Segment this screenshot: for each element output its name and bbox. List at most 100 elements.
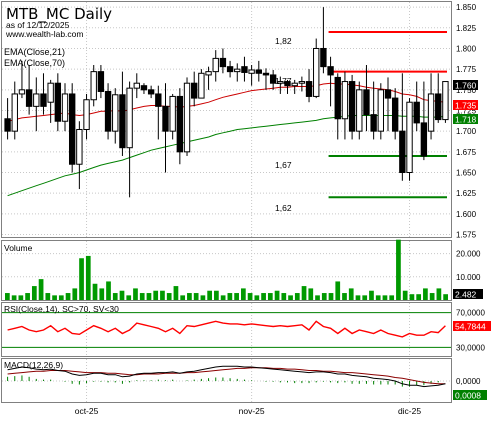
volume-bar — [301, 286, 307, 300]
candle-down — [155, 93, 162, 107]
volume-bar — [227, 293, 233, 300]
volume-bar — [328, 293, 334, 300]
volume-bar — [288, 295, 293, 300]
volume-bar — [423, 288, 428, 300]
volume-bar — [308, 288, 314, 300]
candle-up — [442, 81, 449, 121]
volume-bar — [355, 295, 361, 300]
volume-bar — [65, 293, 71, 300]
macd-line — [7, 365, 446, 388]
candle-up — [298, 81, 306, 84]
candle-up — [11, 93, 18, 132]
candle-up — [212, 57, 219, 73]
rsi-label: RSI(Close,14), SC>70, SV<30 — [4, 304, 119, 314]
level-label-167: 1,67 — [275, 160, 292, 170]
volume-bar — [58, 295, 64, 300]
volume-bar — [375, 295, 381, 300]
candle-up — [90, 71, 97, 101]
volume-bar — [416, 294, 422, 300]
price-tick-label: 1.725 — [456, 106, 477, 115]
candle-up — [427, 93, 435, 132]
volume-bar — [214, 290, 219, 300]
volume-last-tag: 2.482 — [453, 289, 483, 300]
price-tick-label: 1.800 — [456, 44, 477, 53]
volume-bar — [18, 295, 24, 300]
candle-down — [255, 69, 262, 74]
price-tick-label: 1.775 — [456, 65, 477, 74]
candle-down — [384, 89, 392, 99]
volume-bar — [72, 288, 78, 300]
candle-down — [370, 114, 377, 132]
level-label-162: 1,62 — [275, 203, 292, 213]
volume-bar — [294, 293, 300, 300]
volume-bar — [220, 295, 226, 300]
svg-text:0,0008: 0,0008 — [455, 391, 481, 401]
candle-down — [226, 66, 234, 73]
volume-bar — [315, 295, 320, 300]
legend-ema70: EMA(Close,70) — [4, 58, 65, 68]
x-tick-label: nov-25 — [239, 406, 265, 416]
candle-down — [320, 47, 327, 68]
volume-bar — [443, 294, 448, 300]
volume-panel — [1, 240, 452, 301]
volume-label: Volume — [4, 243, 33, 253]
candle-down — [54, 82, 62, 122]
level-label-177: 1,77 — [275, 76, 292, 86]
volume-bar — [112, 293, 118, 300]
ema21-line — [7, 82, 446, 122]
volume-bar — [160, 290, 165, 300]
price-tick-label: 1.750 — [456, 86, 477, 95]
candle-down — [147, 89, 155, 95]
volume-bar — [180, 295, 186, 300]
volume-bar — [254, 295, 260, 300]
volume-bar — [362, 295, 368, 300]
volume-bar — [382, 295, 388, 300]
candle-down — [327, 66, 334, 76]
candle-down — [219, 57, 227, 68]
volume-bar — [335, 281, 341, 300]
volume-bar — [119, 290, 125, 300]
ema70-tag: 1.718 — [453, 114, 478, 125]
candle-down — [420, 122, 428, 157]
rsi-tick-label: 70,0000 — [456, 309, 485, 318]
candle-down — [269, 74, 277, 84]
candle-up — [341, 81, 349, 120]
volume-bar — [187, 293, 192, 300]
rsi-last-tag: 54,7844 — [453, 321, 491, 332]
candle-up — [47, 82, 54, 103]
volume-bar — [389, 295, 395, 300]
candle-up — [291, 82, 298, 87]
axis-labels: 1.850 1.825 1.800 1.775 1.750 1.725 1.700 1.675… — [75, 3, 486, 416]
candle-up — [18, 89, 26, 95]
volume-bar — [240, 288, 246, 300]
volume-bar — [409, 294, 415, 300]
volume-bar — [92, 283, 98, 300]
volume-bar — [234, 293, 239, 300]
volume-bar — [207, 290, 213, 300]
volume-bar — [153, 290, 159, 300]
volume-bar — [99, 288, 105, 300]
volume-bar — [173, 286, 179, 300]
price-tick-label: 1.575 — [456, 231, 477, 240]
price-tick-label: 1.600 — [456, 210, 477, 219]
candle-up — [205, 71, 212, 76]
candle-up — [313, 47, 320, 97]
candle-up — [277, 81, 284, 84]
macd-label: MACD(12,26,9) — [4, 360, 63, 370]
volume-bar — [402, 290, 408, 300]
candle-down — [25, 89, 33, 107]
price-plot — [4, 7, 449, 199]
candle-down — [4, 118, 11, 132]
volume-bar — [11, 295, 17, 300]
candle-down — [435, 93, 442, 121]
candle-up — [133, 82, 140, 89]
rsi-line — [7, 320, 446, 338]
volume-bar — [281, 293, 287, 300]
svg-text:1.760: 1.760 — [455, 81, 477, 91]
volume-bar — [52, 295, 57, 300]
volume-bar — [267, 293, 273, 300]
price-tick-label: 1.700 — [456, 127, 477, 136]
candle-down — [262, 72, 270, 76]
svg-text:1.735: 1.735 — [455, 101, 477, 111]
volume-bar — [139, 293, 145, 300]
